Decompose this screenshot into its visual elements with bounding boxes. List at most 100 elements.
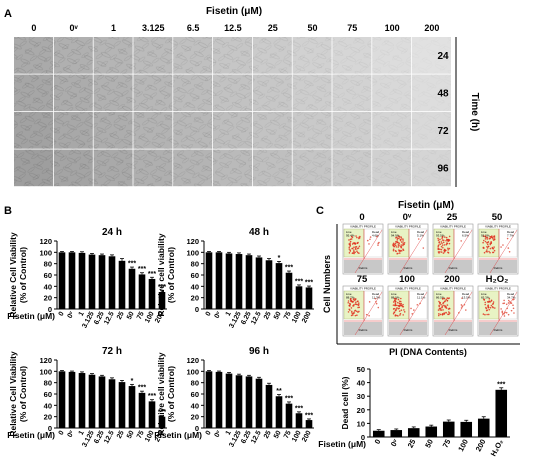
bar: [88, 374, 96, 428]
category-label: 0: [373, 438, 383, 446]
micrograph-cell: [93, 74, 133, 112]
bar: [205, 371, 213, 428]
dead-gate-label: Dead: [417, 292, 425, 296]
row-label: 96: [437, 163, 449, 174]
category-label: 75: [136, 430, 146, 440]
y-tick-label: 120: [186, 237, 199, 246]
micrograph-cell: [53, 149, 93, 187]
dead-cell-chart: 0 10 20 30 40 50 0 0ᵛ 25 50 75 100 200 *** H₂O₂ Dead ce…: [318, 365, 510, 458]
panel-c-header: Fisetin (μM): [398, 200, 454, 211]
significance-mark: ***: [138, 385, 146, 392]
micrograph-cell: [412, 37, 451, 74]
y-axis-label: (% of Control): [18, 247, 28, 303]
column-label: 12.5: [224, 23, 242, 33]
bar: [305, 420, 313, 428]
micrograph-cell: [53, 112, 93, 149]
significance-mark: ***: [148, 393, 156, 400]
bar: [477, 418, 490, 437]
micrograph-cell: [133, 149, 173, 187]
column-label: 0ᵛ: [70, 23, 79, 33]
micrograph-cell: [93, 112, 133, 149]
column-label: 200: [424, 23, 439, 33]
category-label: 200: [474, 438, 488, 453]
flow-label: 50: [492, 212, 503, 223]
bar: [275, 396, 283, 428]
chart-title: 24 h: [102, 227, 122, 238]
live-gate-label: Live: [481, 230, 487, 234]
y-axis-label: (% of Control): [166, 247, 176, 303]
y-tick-label: 60: [44, 390, 52, 399]
bar: [285, 272, 293, 309]
micrograph-cell: [332, 74, 372, 112]
category-label: 0: [58, 430, 66, 437]
bar: [265, 260, 273, 309]
bar: [138, 274, 146, 309]
significance-mark: ***: [295, 278, 303, 285]
micrograph-cell: [252, 149, 292, 187]
bar: [128, 268, 136, 309]
category-label: 200: [154, 311, 166, 325]
debris-gate-label: Debris: [449, 328, 458, 332]
category-label: 0: [205, 430, 213, 437]
y-tick-label: 120: [186, 356, 199, 365]
y-tick-label: 100: [186, 367, 199, 376]
live-gate-label: Live: [481, 292, 487, 296]
dead-gate-label: Dead: [462, 292, 470, 296]
flow-label: 0: [359, 212, 364, 223]
bar: [98, 376, 106, 428]
flow-label: 0ᵛ: [403, 212, 412, 223]
column-label: 75: [347, 23, 357, 33]
micrograph-cell: [372, 74, 412, 112]
category-label: 25: [263, 430, 273, 440]
y-axis-label: (% of Control): [18, 366, 28, 422]
dead-percent: 6.5%: [462, 234, 469, 238]
bar: [78, 252, 86, 309]
micrograph-cell: [252, 112, 292, 149]
category-label: 50: [423, 438, 435, 450]
y-tick-label: 120: [39, 237, 52, 246]
category-label: 0ᵛ: [67, 429, 76, 438]
dead-percent: 5.1%: [417, 234, 424, 238]
live-percent: 65.3%: [481, 296, 490, 300]
column-label: 3.125: [142, 23, 165, 33]
micrograph-cell: [173, 112, 213, 149]
panel-a: A Fisetin (μM) 0 0ᵛ 1 3.125 6.5 12.5 25 50 75 100…: [4, 6, 480, 187]
y-tick-label: 40: [191, 401, 199, 410]
x-axis-label: Fisetin (μM): [154, 430, 202, 440]
micrograph-cell: [213, 74, 252, 112]
category-label: 200: [301, 430, 313, 444]
category-label: 12.5: [103, 430, 116, 445]
category-label: 50: [126, 430, 136, 440]
y-tick-label: 60: [191, 390, 199, 399]
live-gate-label: Live: [346, 292, 352, 296]
category-label: 0ᵛ: [67, 310, 76, 319]
micrograph-cell: [412, 74, 451, 112]
significance-mark: *: [131, 378, 134, 385]
micrograph-cell: [93, 37, 133, 74]
live-percent: 92.3%: [481, 234, 490, 238]
category-label: 25: [116, 430, 126, 440]
flow-header: VIABILITY PROFILE: [350, 225, 376, 229]
micrograph-cell: [292, 149, 332, 187]
category-label: 100: [291, 311, 303, 325]
row-label: 24: [437, 51, 449, 62]
category-label: 0: [205, 311, 213, 318]
category-label: 12.5: [250, 430, 263, 445]
micrograph-cell: [14, 74, 53, 112]
bar: [158, 416, 166, 428]
y-tick-label: 40: [44, 282, 52, 291]
category-label: 0: [58, 311, 66, 318]
debris-gate-label: Debris: [494, 266, 503, 270]
micrograph-cell: [133, 74, 173, 112]
flow-header: VIABILITY PROFILE: [485, 225, 511, 229]
micrograph-cell: [372, 149, 412, 187]
category-label: 12.5: [103, 311, 116, 326]
